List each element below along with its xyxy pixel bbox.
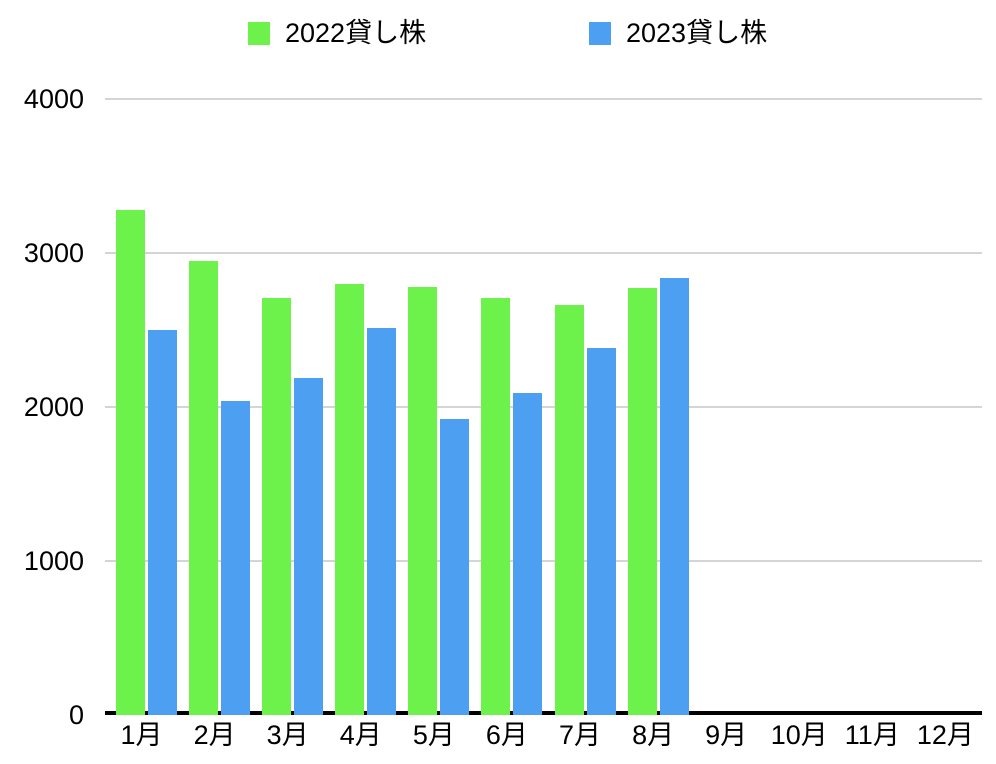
month-slot-11月 [836,99,909,715]
y-axis-tick-label: 4000 [23,84,84,114]
legend-item-2023: 2023貸し株 [589,20,767,47]
legend-swatch-2022 [248,22,270,45]
x-axis-tick-label: 6月 [485,720,528,750]
bar-2023貸し株-5月 [440,419,470,715]
bar-2022貸し株-5月 [408,286,438,715]
bar-2022貸し株-6月 [481,297,511,715]
bar-2022貸し株-7月 [554,305,584,715]
x-axis-tick-label: 11月 [844,720,900,750]
x-axis-line [105,711,982,715]
x-axis-tick-label: 9月 [705,720,748,750]
x-axis-tick-label: 3月 [266,720,309,750]
bar-2023貸し株-6月 [513,393,543,715]
month-slot-12月 [909,99,982,715]
legend-item-2022: 2022貸し株 [248,20,426,47]
bar-2022貸し株-4月 [335,283,365,715]
x-axis-tick-label: 10月 [770,720,828,750]
gridline [105,252,982,254]
month-slot-3月 [251,99,324,715]
y-axis-tick-label: 0 [68,700,84,730]
gridline [105,98,982,100]
legend-label-2023: 2023貸し株 [626,18,768,48]
month-slot-7月 [544,99,617,715]
gridline [105,406,982,408]
month-slot-4月 [324,99,397,715]
month-slot-1月 [105,99,178,715]
month-slot-10月 [763,99,836,715]
gridline [105,560,982,562]
bar-2022貸し株-1月 [116,209,145,715]
x-axis-tick-label: 7月 [558,720,602,750]
bar-2023貸し株-1月 [148,330,177,715]
month-slot-8月 [617,99,690,715]
x-axis-labels: 1月 2月 3月 4月 5月 6月 7月 8月 9月 10月 11月 12月 [105,719,982,751]
month-slot-9月 [690,99,763,715]
legend-swatch-2023 [589,22,611,45]
month-slot-5月 [397,99,470,715]
x-axis-tick-label: 8月 [632,720,675,750]
month-slot-6月 [470,99,543,715]
bar-2023貸し株-4月 [367,328,397,715]
x-axis-tick-label: 2月 [193,720,236,750]
y-axis-tick-label: 2000 [23,392,84,422]
bar-2022貸し株-3月 [262,297,292,715]
legend-label-2022: 2022貸し株 [285,18,427,48]
y-axis-tick-label: 3000 [23,238,84,268]
bar-2023貸し株-3月 [294,377,324,715]
month-slot-2月 [178,99,251,715]
x-axis-tick-label: 5月 [412,720,455,750]
bar-2023貸し株-2月 [221,400,251,715]
plot-area [105,98,982,715]
bar-2022貸し株-2月 [189,260,219,715]
x-axis-tick-label: 1月 [120,720,163,750]
y-axis-tick-label: 1000 [23,546,84,576]
x-axis-tick-label: 4月 [339,720,382,750]
bar-2022貸し株-8月 [627,288,657,715]
y-axis-labels: 0 1000 2000 3000 4000 [0,84,84,730]
x-axis-tick-label: 12月 [916,720,974,750]
bar-2023貸し株-8月 [659,277,689,715]
bar-2023貸し株-7月 [586,348,616,715]
